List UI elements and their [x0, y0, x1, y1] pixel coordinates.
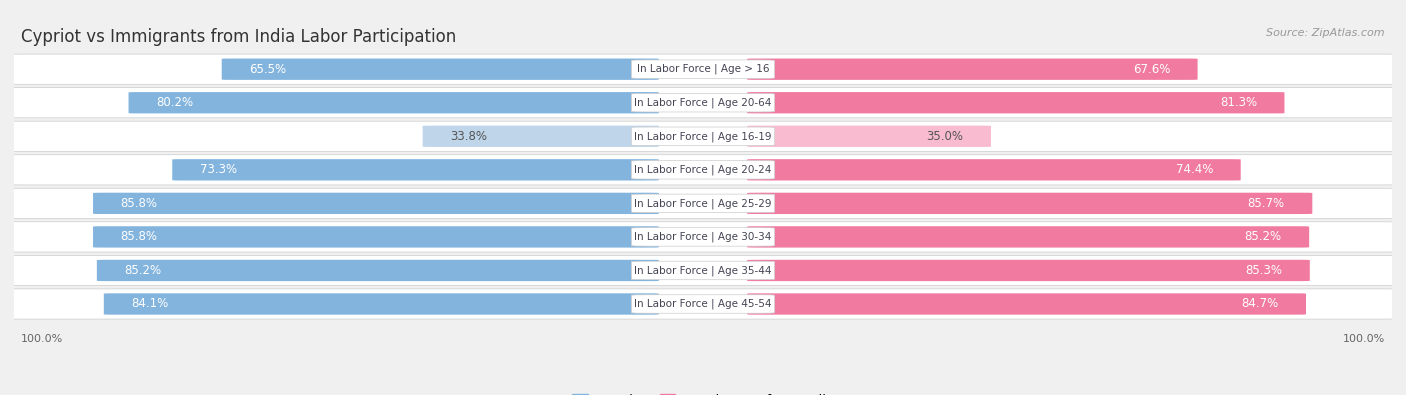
Text: Source: ZipAtlas.com: Source: ZipAtlas.com	[1267, 28, 1385, 38]
FancyBboxPatch shape	[747, 92, 1285, 113]
FancyBboxPatch shape	[0, 255, 1406, 286]
FancyBboxPatch shape	[631, 127, 775, 145]
Legend: Cypriot, Immigrants from India: Cypriot, Immigrants from India	[572, 394, 834, 395]
Text: 81.3%: 81.3%	[1220, 96, 1257, 109]
Text: 80.2%: 80.2%	[156, 96, 193, 109]
FancyBboxPatch shape	[631, 228, 775, 246]
FancyBboxPatch shape	[631, 60, 775, 79]
FancyBboxPatch shape	[97, 260, 659, 281]
FancyBboxPatch shape	[747, 159, 1240, 181]
Text: In Labor Force | Age 30-34: In Labor Force | Age 30-34	[634, 231, 772, 242]
Text: In Labor Force | Age 25-29: In Labor Force | Age 25-29	[634, 198, 772, 209]
Text: 73.3%: 73.3%	[200, 163, 238, 176]
FancyBboxPatch shape	[0, 88, 1406, 118]
Text: In Labor Force | Age 20-24: In Labor Force | Age 20-24	[634, 165, 772, 175]
Text: In Labor Force | Age 20-64: In Labor Force | Age 20-64	[634, 98, 772, 108]
FancyBboxPatch shape	[631, 261, 775, 280]
Text: 67.6%: 67.6%	[1133, 63, 1170, 76]
FancyBboxPatch shape	[747, 226, 1309, 248]
FancyBboxPatch shape	[93, 226, 659, 248]
FancyBboxPatch shape	[93, 193, 659, 214]
FancyBboxPatch shape	[128, 92, 659, 113]
FancyBboxPatch shape	[631, 194, 775, 213]
Text: 74.4%: 74.4%	[1175, 163, 1213, 176]
Text: In Labor Force | Age 45-54: In Labor Force | Age 45-54	[634, 299, 772, 309]
Text: 100.0%: 100.0%	[21, 334, 63, 344]
Text: In Labor Force | Age > 16: In Labor Force | Age > 16	[637, 64, 769, 74]
Text: In Labor Force | Age 16-19: In Labor Force | Age 16-19	[634, 131, 772, 141]
Text: Cypriot vs Immigrants from India Labor Participation: Cypriot vs Immigrants from India Labor P…	[21, 28, 457, 46]
FancyBboxPatch shape	[747, 58, 1198, 80]
FancyBboxPatch shape	[0, 289, 1406, 319]
FancyBboxPatch shape	[631, 295, 775, 313]
FancyBboxPatch shape	[631, 94, 775, 112]
FancyBboxPatch shape	[0, 54, 1406, 84]
Text: 35.0%: 35.0%	[927, 130, 963, 143]
Text: In Labor Force | Age 35-44: In Labor Force | Age 35-44	[634, 265, 772, 276]
FancyBboxPatch shape	[104, 293, 659, 315]
FancyBboxPatch shape	[747, 260, 1310, 281]
FancyBboxPatch shape	[423, 126, 659, 147]
FancyBboxPatch shape	[222, 58, 659, 80]
Text: 65.5%: 65.5%	[249, 63, 287, 76]
FancyBboxPatch shape	[747, 126, 991, 147]
FancyBboxPatch shape	[631, 161, 775, 179]
Text: 100.0%: 100.0%	[1343, 334, 1385, 344]
FancyBboxPatch shape	[0, 155, 1406, 185]
FancyBboxPatch shape	[0, 188, 1406, 218]
FancyBboxPatch shape	[747, 193, 1312, 214]
Text: 84.1%: 84.1%	[131, 297, 169, 310]
Text: 84.7%: 84.7%	[1241, 297, 1278, 310]
Text: 85.8%: 85.8%	[121, 197, 157, 210]
Text: 85.3%: 85.3%	[1246, 264, 1282, 277]
FancyBboxPatch shape	[747, 293, 1306, 315]
Text: 33.8%: 33.8%	[450, 130, 488, 143]
FancyBboxPatch shape	[0, 121, 1406, 151]
Text: 85.2%: 85.2%	[124, 264, 162, 277]
Text: 85.8%: 85.8%	[121, 230, 157, 243]
FancyBboxPatch shape	[173, 159, 659, 181]
Text: 85.7%: 85.7%	[1247, 197, 1285, 210]
Text: 85.2%: 85.2%	[1244, 230, 1282, 243]
FancyBboxPatch shape	[0, 222, 1406, 252]
